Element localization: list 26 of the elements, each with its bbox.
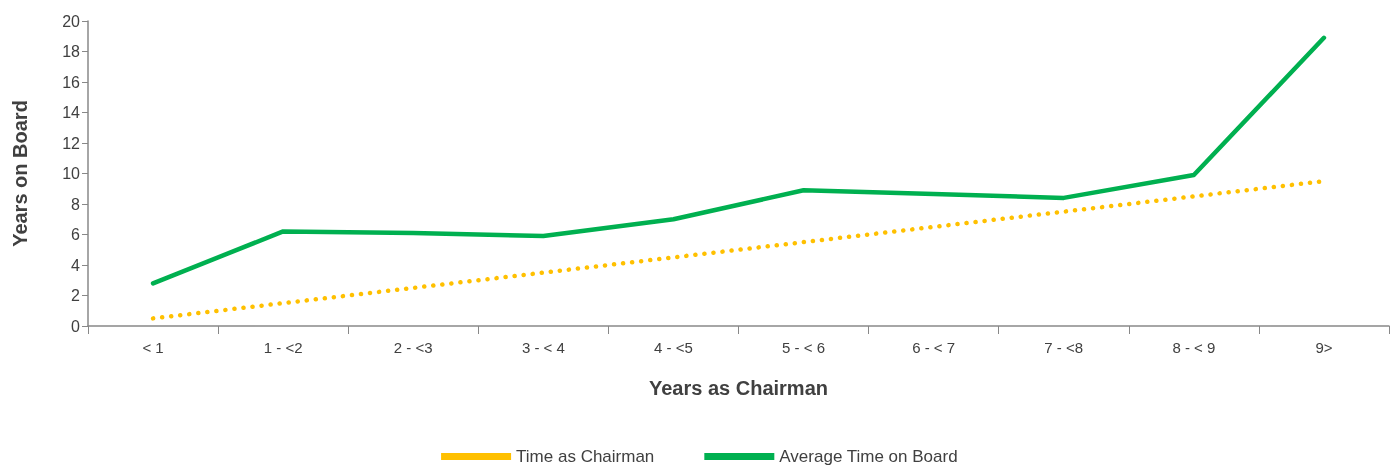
x-tick-label: 6 - < 7 <box>912 339 956 356</box>
y-tick-label: 12 <box>62 134 81 152</box>
y-tick-label: 14 <box>62 104 81 121</box>
x-tick-label: 3 - < 4 <box>521 339 565 356</box>
y-tick-label: 8 <box>71 195 81 213</box>
x-tick-label: 1 - <2 <box>263 339 303 356</box>
x-tick-label: 9> <box>1315 339 1333 356</box>
y-tick-label: 6 <box>71 226 81 243</box>
x-tick-label: 2 - <3 <box>393 339 433 356</box>
x-axis-title: Years as Chairman <box>649 377 828 399</box>
x-tick-label: 4 - <5 <box>654 339 693 356</box>
x-tick-label: 5 - < 6 <box>782 339 826 356</box>
y-tick-label: 0 <box>71 317 81 335</box>
x-tick-label: 8 - < 9 <box>1172 339 1216 356</box>
y-axis-title: Years on Board <box>9 100 31 247</box>
y-tick-label: 20 <box>62 12 81 30</box>
x-tick-label: < 1 <box>142 339 164 356</box>
y-tick-label: 4 <box>71 256 81 274</box>
legend-label: Time as Chairman <box>516 447 655 466</box>
y-tick-label: 10 <box>62 165 81 182</box>
y-tick-label: 18 <box>62 43 81 60</box>
x-tick-label: 7 - <8 <box>1044 339 1084 356</box>
legend-label: Average Time on Board <box>779 447 958 466</box>
line-series <box>150 35 1327 286</box>
y-tick-label: 2 <box>71 287 81 304</box>
y-tick-label: 16 <box>62 73 81 91</box>
